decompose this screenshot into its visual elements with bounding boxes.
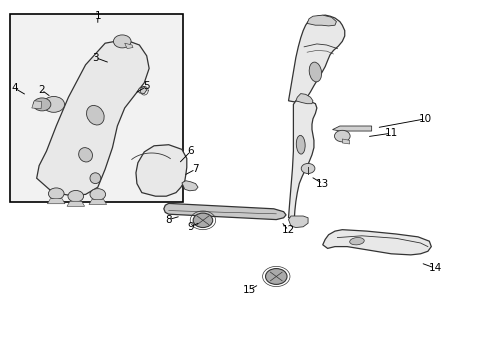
Polygon shape xyxy=(163,203,285,220)
Polygon shape xyxy=(342,139,349,144)
Polygon shape xyxy=(124,43,133,49)
Polygon shape xyxy=(306,15,336,26)
Bar xyxy=(10,14,183,202)
Text: 1: 1 xyxy=(94,11,101,21)
Ellipse shape xyxy=(90,173,101,184)
Polygon shape xyxy=(67,201,84,206)
Ellipse shape xyxy=(308,62,321,82)
Circle shape xyxy=(265,269,286,284)
Ellipse shape xyxy=(86,105,104,125)
Text: 12: 12 xyxy=(281,225,295,235)
Polygon shape xyxy=(37,40,149,195)
Polygon shape xyxy=(322,230,430,255)
Circle shape xyxy=(33,98,51,111)
Text: 14: 14 xyxy=(427,263,441,273)
Polygon shape xyxy=(288,101,316,218)
Text: 11: 11 xyxy=(384,128,397,138)
Polygon shape xyxy=(182,181,198,191)
Polygon shape xyxy=(47,199,65,204)
Polygon shape xyxy=(288,216,307,228)
Polygon shape xyxy=(89,199,106,204)
Polygon shape xyxy=(288,15,344,103)
Circle shape xyxy=(43,96,64,112)
Text: 15: 15 xyxy=(242,285,256,295)
Circle shape xyxy=(301,163,314,174)
Text: 3: 3 xyxy=(92,53,99,63)
Ellipse shape xyxy=(349,238,364,245)
Polygon shape xyxy=(136,145,186,196)
Polygon shape xyxy=(332,126,371,131)
Text: 7: 7 xyxy=(192,164,199,174)
Ellipse shape xyxy=(79,148,92,162)
Ellipse shape xyxy=(296,135,305,154)
Text: 4: 4 xyxy=(11,83,18,93)
Circle shape xyxy=(68,190,83,202)
Circle shape xyxy=(193,213,212,228)
Polygon shape xyxy=(295,94,312,104)
Circle shape xyxy=(334,130,349,142)
Text: 10: 10 xyxy=(418,114,431,124)
Circle shape xyxy=(90,189,105,200)
Circle shape xyxy=(113,35,131,48)
Text: 8: 8 xyxy=(165,215,172,225)
Text: 6: 6 xyxy=(187,146,194,156)
Text: 2: 2 xyxy=(38,85,45,95)
Text: 13: 13 xyxy=(315,179,329,189)
Text: 9: 9 xyxy=(187,222,194,232)
Polygon shape xyxy=(138,86,146,94)
Polygon shape xyxy=(32,101,41,109)
Text: 5: 5 xyxy=(143,81,150,91)
Circle shape xyxy=(48,188,64,199)
